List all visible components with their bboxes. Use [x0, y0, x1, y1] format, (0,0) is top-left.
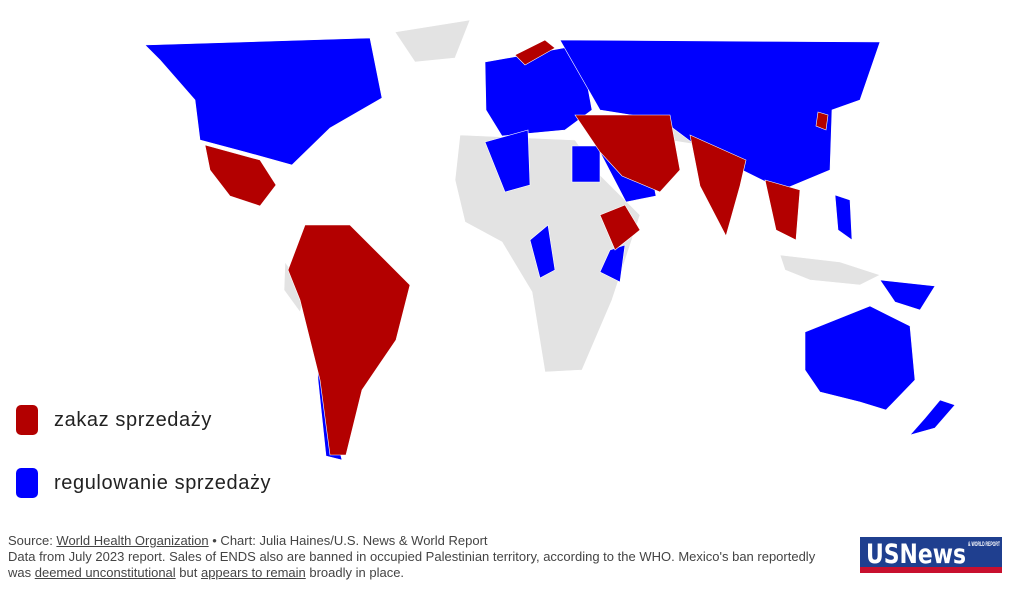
- new-zealand: [909, 399, 956, 436]
- note: Data from July 2023 report. Sales of END…: [8, 549, 828, 581]
- congo: [529, 224, 556, 279]
- legend-label: regulowanie sprzedaży: [54, 471, 272, 494]
- source-line: Source: World Health Organization • Char…: [8, 533, 828, 549]
- greenland: [394, 19, 471, 63]
- link[interactable]: deemed unconstitutional: [34, 565, 176, 580]
- legend-swatch: [16, 468, 38, 498]
- australia: [804, 305, 916, 411]
- logo-stripe: [860, 567, 1002, 573]
- algeria: [484, 129, 531, 193]
- logo-text: USNews: [866, 539, 966, 570]
- ethiopia: [599, 204, 641, 251]
- south-america: [287, 224, 411, 456]
- egypt: [571, 145, 601, 183]
- middle-east: [574, 114, 681, 193]
- legend-item: zakaz sprzedaży: [16, 405, 212, 435]
- philippines: [834, 194, 853, 241]
- korea: [815, 111, 829, 131]
- logo[interactable]: USNews & WORLD REPORT: [860, 537, 1002, 573]
- text: broadly in place.: [305, 565, 405, 580]
- link[interactable]: appears to remain: [200, 565, 306, 580]
- logo-background: [860, 537, 1002, 567]
- text: Data from July 2023 report. Sales of END…: [8, 549, 816, 580]
- logo-subtext: & WORLD REPORT: [968, 542, 1000, 548]
- southeast-asia: [764, 179, 801, 241]
- legend-swatch: [16, 405, 38, 435]
- legend-item: regulowanie sprzedaży: [16, 468, 271, 498]
- link[interactable]: World Health Organization: [56, 533, 209, 548]
- text: but: [175, 565, 201, 580]
- footer: Source: World Health Organization • Char…: [8, 533, 828, 581]
- text: • Chart: Julia Haines/U.S. News & World …: [208, 533, 488, 548]
- indonesia: [779, 254, 881, 286]
- kenya: [599, 244, 626, 283]
- norway: [514, 39, 556, 66]
- text: Source:: [8, 533, 57, 548]
- mexico: [204, 144, 277, 207]
- papua: [879, 279, 936, 311]
- north-america: [144, 37, 383, 166]
- legend-label: zakaz sprzedaży: [54, 408, 212, 431]
- world-map: [144, 19, 956, 461]
- india: [689, 134, 747, 237]
